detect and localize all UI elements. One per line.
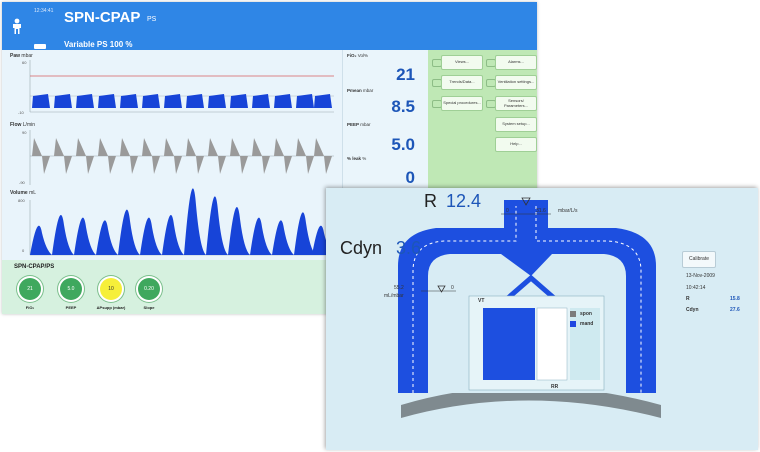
legend-mand-swatch bbox=[570, 321, 576, 327]
legend-mand-label: mand bbox=[580, 321, 593, 327]
r-scale-right: 31.6 bbox=[536, 208, 546, 214]
readout-pmean-value: 8.5 bbox=[391, 97, 415, 117]
readout-leak-label: % leak % bbox=[347, 156, 366, 161]
peep-knob-label: PEEP bbox=[53, 305, 89, 310]
header-bar: 12:34:41 SPN-CPAP PS Variable PS 100 % bbox=[2, 2, 537, 50]
patient-icon[interactable] bbox=[10, 18, 24, 34]
slope-knob[interactable]: 0.20 bbox=[138, 278, 160, 300]
cdyn-scale-left: 55.2 bbox=[394, 285, 404, 291]
cdyn-unit: mL/mbar bbox=[384, 293, 404, 299]
special-procedures-button[interactable]: Special procedures... bbox=[441, 96, 483, 111]
cdyn-info-label: Cdyn bbox=[686, 307, 699, 313]
waveform-panel: Paw mbar 60 -10 Flow L/min 90 -90 Volume… bbox=[2, 50, 342, 260]
variable-ps-status: Variable PS 100 % bbox=[64, 40, 133, 49]
readout-peep-value: 5.0 bbox=[391, 135, 415, 155]
psupp-knob[interactable]: 10 bbox=[100, 278, 122, 300]
fio2-knob-label: FiO₂ bbox=[12, 305, 48, 310]
waveform-graphs bbox=[2, 50, 342, 260]
resistance-label: R bbox=[424, 191, 437, 212]
cdyn-value: 3.6 bbox=[396, 238, 421, 259]
submode-label: PS bbox=[147, 16, 156, 23]
legend-spon-swatch bbox=[570, 311, 576, 317]
system-setup-button[interactable]: System setup... bbox=[495, 117, 537, 132]
legend-spon-label: spon bbox=[580, 311, 592, 317]
readout-fio2-label: FiO₂ Vol% bbox=[347, 53, 368, 58]
calibrate-button[interactable]: Calibrate bbox=[682, 251, 716, 268]
readout-pmean-label: Pmean mbar bbox=[347, 88, 373, 93]
vt-label: VT bbox=[478, 298, 484, 304]
lung-mechanics-screen: R 12.4 Cdyn 3.6 0 31.6 mbar/L/s 55.2 mL/… bbox=[326, 188, 758, 450]
readout-fio2-value: 21 bbox=[396, 65, 415, 85]
r-scale-left: 0 bbox=[506, 208, 509, 214]
clock-time: 12:34:41 bbox=[34, 8, 53, 14]
battery-icon bbox=[34, 44, 46, 49]
volume-waveform bbox=[30, 188, 334, 255]
rr-bar bbox=[570, 308, 600, 380]
alarms-button[interactable]: Alarms... bbox=[495, 55, 537, 70]
psupp-knob-label: ΔPsupp (mbar) bbox=[93, 305, 129, 310]
vt-mand-bar bbox=[483, 308, 535, 380]
peep-knob[interactable]: 5.0 bbox=[60, 278, 82, 300]
r-unit: mbar/L/s bbox=[558, 208, 577, 214]
date-text: 13-Nov-2009 bbox=[686, 273, 715, 279]
fio2-knob[interactable]: 21 bbox=[19, 278, 41, 300]
cdyn-label: Cdyn bbox=[340, 238, 382, 259]
controls-title: SPN-CPAP/PS bbox=[14, 264, 54, 270]
r-info-label: R bbox=[686, 296, 690, 302]
ventilation-mode[interactable]: SPN-CPAP bbox=[64, 9, 140, 26]
readout-leak-value: 0 bbox=[406, 168, 415, 188]
r-info-value: 15.8 bbox=[730, 296, 740, 302]
sensors-parameters-button[interactable]: Sensors/ Parameters... bbox=[495, 96, 537, 111]
rr-label: RR bbox=[551, 384, 558, 390]
vt-rr-box bbox=[537, 308, 567, 380]
time-text: 10:42:14 bbox=[686, 285, 705, 291]
flow-waveform bbox=[32, 138, 332, 174]
help-button[interactable]: Help... bbox=[495, 137, 537, 152]
ventilation-settings-button[interactable]: Ventilation settings... bbox=[495, 75, 537, 90]
cdyn-info-value: 27.6 bbox=[730, 307, 740, 313]
slope-knob-label: Slope bbox=[131, 305, 167, 310]
lung-diagram bbox=[326, 188, 758, 450]
views-button[interactable]: Views... bbox=[441, 55, 483, 70]
resistance-value: 12.4 bbox=[446, 191, 481, 212]
trends-data-button[interactable]: Trends/Data... bbox=[441, 75, 483, 90]
cdyn-scale-right: 0 bbox=[451, 285, 454, 291]
readout-peep-label: PEEP mbar bbox=[347, 122, 370, 127]
